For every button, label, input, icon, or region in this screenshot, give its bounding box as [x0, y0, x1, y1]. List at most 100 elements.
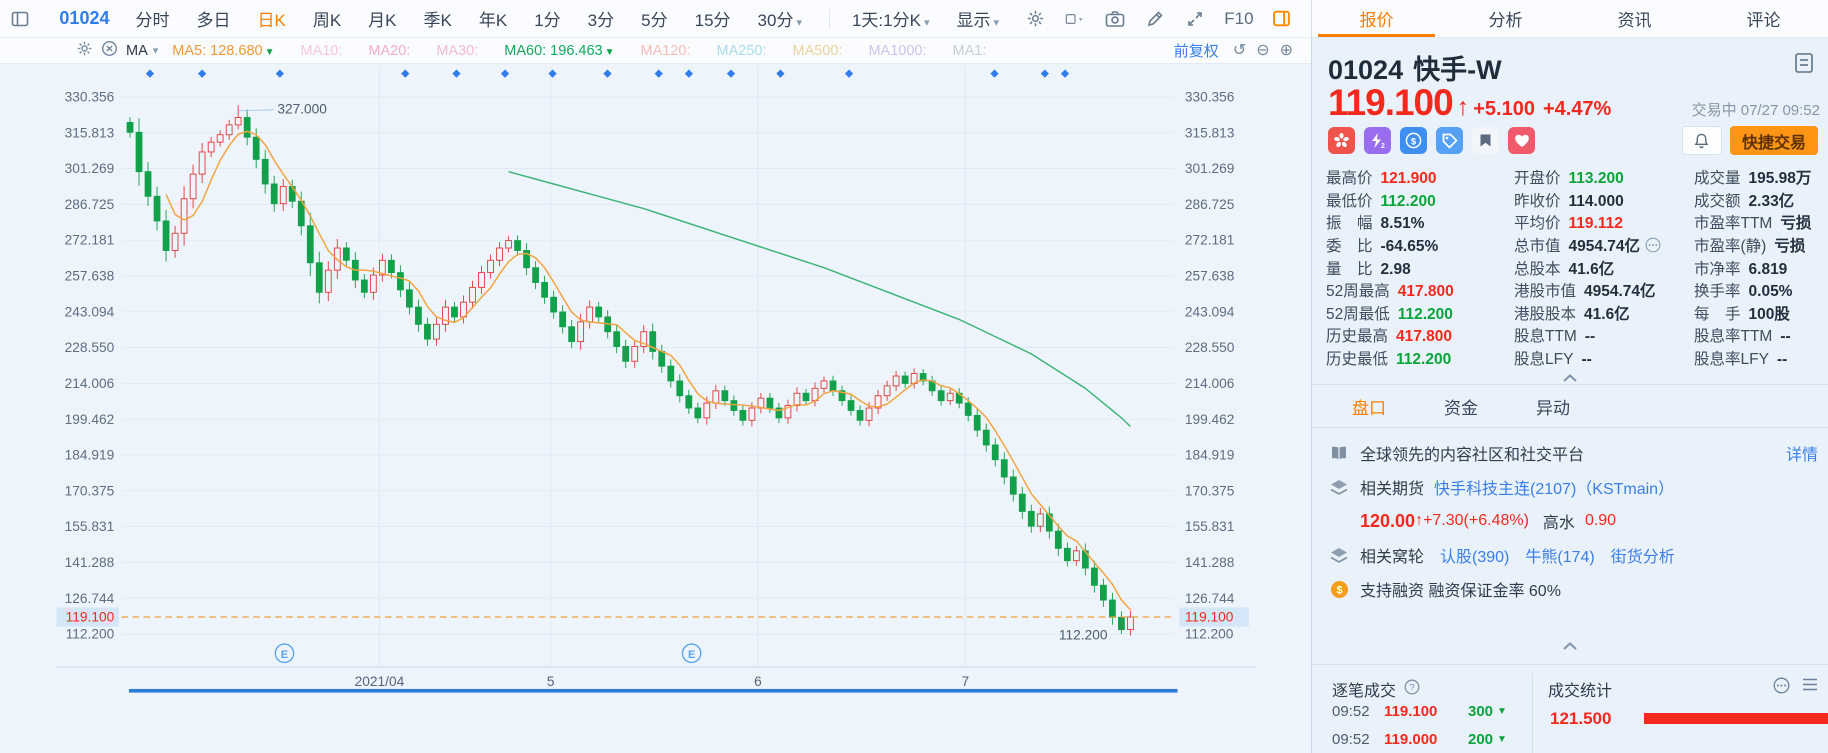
futures-change: +7.30(+6.48%): [1423, 512, 1529, 529]
toolbar-item-季K[interactable]: 季K: [423, 11, 452, 30]
collapse-quote-grid-chevron[interactable]: [1312, 370, 1828, 388]
zoom-out-icon[interactable]: ⊖: [1256, 41, 1270, 59]
svg-text:286.725: 286.725: [1185, 197, 1235, 212]
adjust-mode-link[interactable]: 前复权: [1173, 43, 1219, 60]
stock-title: 01024 快手-W: [1328, 48, 1502, 87]
svg-text:214.006: 214.006: [1185, 376, 1235, 391]
ma-indicator-MA20[interactable]: MA20:: [368, 42, 411, 59]
warrant-link[interactable]: 街货分析: [1610, 549, 1675, 566]
ma-indicator-MA250[interactable]: MA250:: [716, 42, 767, 59]
detail-tab-异动[interactable]: 异动: [1536, 398, 1570, 418]
chart-settings-gear-icon[interactable]: [1026, 9, 1045, 29]
undo-icon[interactable]: ↺: [1232, 41, 1247, 59]
detail-tab-盘口[interactable]: 盘口: [1352, 398, 1386, 418]
quote-label: 成交量: [1694, 170, 1741, 188]
svg-text:$: $: [1411, 136, 1417, 147]
toolbar-item-多日[interactable]: 多日: [196, 11, 231, 30]
ma-indicator-MA30[interactable]: MA30:: [436, 42, 479, 59]
warrant-link[interactable]: 牛熊(174): [1525, 549, 1595, 566]
bookmark-badge[interactable]: [1472, 127, 1499, 154]
stock-code: 01024: [1328, 55, 1404, 85]
fullscreen-expand-icon[interactable]: [1185, 9, 1204, 29]
more-circle-icon[interactable]: [1773, 677, 1790, 699]
compound-period-selector[interactable]: 1天:1分K ▾: [851, 11, 930, 30]
side-panel-toggle-icon[interactable]: [1272, 9, 1291, 29]
margin-dollar-badge[interactable]: $: [1400, 127, 1427, 154]
quote-cell: 振 幅 8.51%: [1326, 211, 1514, 233]
panel-tab-报价[interactable]: 报价: [1312, 0, 1441, 37]
quote-cell: 52周最低 112.200: [1326, 302, 1514, 324]
indicator-close-icon[interactable]: [101, 40, 118, 61]
ma-indicator-MA1000[interactable]: MA1000:: [868, 42, 927, 59]
svg-text:▾: ▾: [1079, 16, 1083, 23]
tag-badge[interactable]: [1436, 127, 1463, 154]
price-alert-bell-button[interactable]: [1681, 126, 1722, 155]
quote-grid-row: 历史最低 112.200 股息LFY -- 股息率LFY --: [1326, 347, 1824, 370]
f10-button[interactable]: F10: [1224, 8, 1254, 28]
help-icon[interactable]: ?: [1404, 679, 1420, 700]
svg-text:243.094: 243.094: [1185, 304, 1235, 319]
futures-link[interactable]: 快手科技主连(2107)（KSTmain）: [1434, 481, 1675, 498]
detail-link[interactable]: 详情: [1785, 447, 1818, 464]
quote-value: 417.800: [1396, 328, 1453, 346]
stock-detail-icon[interactable]: [1794, 52, 1814, 79]
quote-cell: 港股股本 41.6亿: [1514, 302, 1694, 324]
quote-label: 总股本: [1514, 260, 1561, 278]
quote-cell: 每 手 100股: [1694, 302, 1824, 324]
draw-pencil-icon[interactable]: [1145, 9, 1164, 29]
quote-value: --: [1584, 328, 1596, 346]
ma-indicator-MA5[interactable]: MA5: 128.680 ▼: [172, 42, 275, 59]
trade-row: 09:52 119.000 200 ▼: [1332, 731, 1507, 748]
toolbar-item-月K[interactable]: 月K: [368, 11, 397, 30]
detail-tab-资金[interactable]: 资金: [1444, 398, 1478, 418]
svg-text:228.550: 228.550: [1185, 340, 1235, 355]
svg-text:170.375: 170.375: [65, 483, 115, 498]
toolbar-item-5分[interactable]: 5分: [641, 11, 668, 30]
toolbar-item-15分[interactable]: 15分: [694, 11, 731, 30]
related-futures-row: 相关期货 快手科技主连(2107)（KSTmain）: [1328, 470, 1818, 504]
quote-cell: 股息率TTM --: [1694, 324, 1824, 346]
more-circle-icon[interactable]: [1645, 237, 1661, 256]
toolbar-item-日K[interactable]: 日K: [257, 11, 286, 30]
quick-trade-button[interactable]: 快捷交易: [1729, 126, 1818, 155]
candlestick-chart[interactable]: 2021/04 5 6 7 330.356 330.356 315.813 315.813 30…: [0, 64, 1311, 753]
toolbar-item-30分[interactable]: 30分 ▾: [757, 11, 802, 30]
toolbar-item-年K[interactable]: 年K: [478, 11, 508, 30]
list-icon[interactable]: [1802, 677, 1818, 699]
window-layout-icon[interactable]: [10, 9, 29, 29]
panel-tab-资讯[interactable]: 资讯: [1617, 11, 1652, 30]
toolbar-item-分时[interactable]: 分时: [135, 11, 170, 30]
display-menu[interactable]: 显示 ▾: [956, 11, 999, 30]
zoom-in-icon[interactable]: ⊕: [1279, 41, 1293, 59]
screenshot-camera-icon[interactable]: [1105, 9, 1125, 29]
panel-tab-分析[interactable]: 分析: [1488, 11, 1523, 30]
price-change-percent: +4.47%: [1542, 98, 1612, 120]
quote-grid-row: 最高价 121.900 开盘价 113.200 成交量 195.98万: [1326, 166, 1824, 189]
quote-value: 0.05%: [1748, 283, 1793, 301]
quote-cell: 委 比 -64.65%: [1326, 234, 1514, 256]
collapse-info-chevron[interactable]: [1312, 638, 1828, 656]
quote-label: 市盈率TTM: [1694, 215, 1773, 233]
svg-text:214.006: 214.006: [65, 376, 115, 391]
symbol-code[interactable]: 01024: [59, 8, 110, 28]
panel-tab-评论[interactable]: 评论: [1746, 11, 1781, 30]
toolbar-item-3分[interactable]: 3分: [587, 11, 615, 30]
ma-indicator-MA10[interactable]: MA10:: [300, 42, 343, 59]
quote-value: 119.112: [1568, 215, 1623, 233]
toolbar-item-1分[interactable]: 1分: [534, 11, 561, 30]
indicator-settings-gear-icon[interactable]: [76, 40, 93, 61]
ma-indicator-MA1[interactable]: MA1:: [952, 42, 987, 59]
toolbar-item-周K[interactable]: 周K: [312, 11, 342, 30]
ma-indicator-MA120[interactable]: MA120:: [640, 42, 691, 59]
toolbar-divider: [828, 8, 830, 29]
level2-quote-badge[interactable]: 2: [1364, 127, 1391, 154]
warrant-link[interactable]: 认股(390): [1440, 549, 1510, 566]
heart-badge[interactable]: [1508, 127, 1535, 154]
futures-up-arrow-icon: ↑: [1415, 512, 1424, 529]
hk-market-badge[interactable]: [1328, 127, 1355, 154]
candle-style-icon[interactable]: ▾: [1065, 9, 1085, 29]
ma-indicator-MA500[interactable]: MA500:: [792, 42, 843, 59]
ma-indicator-MA60[interactable]: MA60: 196.463 ▼: [504, 42, 615, 59]
ma-selector[interactable]: MA: [126, 42, 148, 59]
